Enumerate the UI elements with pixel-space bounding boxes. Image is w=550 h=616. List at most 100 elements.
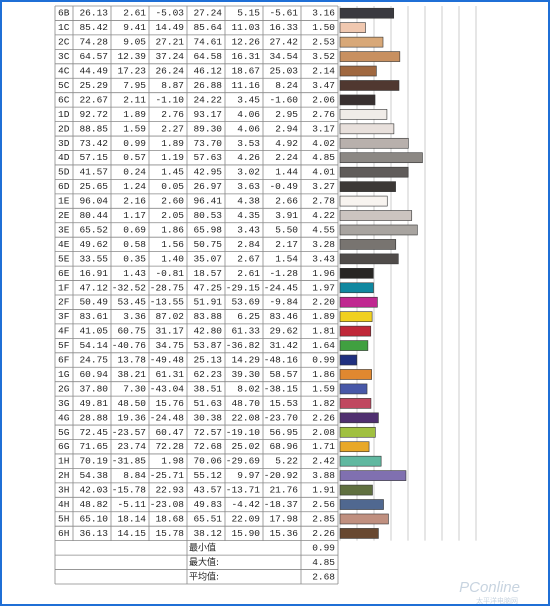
cell: 1.86 — [161, 224, 184, 235]
cell: 5.15 — [237, 8, 260, 19]
delta-e-bar — [339, 109, 388, 120]
cell: -38.15 — [264, 383, 299, 394]
cell: -31.85 — [112, 456, 147, 467]
cell: 31.17 — [155, 326, 184, 337]
cell: 39.30 — [231, 369, 260, 380]
cell: 19.36 — [117, 412, 146, 423]
cell: -36.82 — [226, 340, 261, 351]
cell: 13.78 — [117, 355, 146, 366]
cell: 2.66 — [275, 196, 298, 207]
cell: 12.39 — [117, 51, 146, 62]
patch-id: 5E — [58, 253, 70, 264]
delta-e-bar — [339, 528, 379, 539]
cell: 35.07 — [193, 253, 222, 264]
cell: -1.60 — [269, 94, 298, 105]
cell: 64.57 — [79, 51, 108, 62]
cell: 83.61 — [79, 311, 108, 322]
cell: 61.33 — [231, 326, 260, 337]
cell: 85.64 — [193, 22, 222, 33]
cell: 72.45 — [79, 427, 108, 438]
delta-e-bar — [339, 7, 395, 19]
cell: 8.02 — [237, 383, 260, 394]
cell: -29.69 — [226, 456, 261, 467]
cell: 15.76 — [155, 398, 184, 409]
summary-value: 2.68 — [312, 571, 335, 582]
delta-e-bar — [339, 65, 377, 77]
cell: 85.42 — [79, 22, 108, 33]
delta-e: 2.76 — [312, 109, 335, 120]
cell: 50.49 — [79, 297, 108, 308]
cell: 26.24 — [155, 66, 184, 77]
cell: -0.49 — [269, 181, 298, 192]
cell: 9.97 — [237, 470, 260, 481]
cell: 1.89 — [161, 138, 184, 149]
cell: 2.94 — [275, 123, 298, 134]
cell: 5.22 — [275, 456, 298, 467]
delta-e-bar — [339, 354, 358, 366]
patch-id: 2F — [58, 297, 70, 308]
cell: -19.10 — [226, 427, 261, 438]
cell: 4.92 — [275, 138, 298, 149]
patch-id: 4E — [58, 239, 70, 250]
cell: 27.21 — [155, 37, 184, 48]
cell: 15.36 — [269, 528, 298, 539]
delta-e: 1.50 — [312, 22, 335, 33]
patch-id: 2H — [58, 470, 69, 481]
patch-id: 5H — [58, 513, 69, 524]
cell: -43.04 — [150, 383, 185, 394]
watermark-brand: PConline — [459, 579, 520, 596]
cell: 15.90 — [231, 528, 260, 539]
cell: 80.44 — [79, 210, 108, 221]
delta-e: 2.14 — [312, 66, 335, 77]
cell: -0.81 — [155, 268, 184, 279]
cell: 88.85 — [79, 123, 108, 134]
delta-e: 3.47 — [312, 80, 335, 91]
cell: 87.02 — [155, 311, 184, 322]
cell: -1.28 — [269, 268, 298, 279]
cell: 18.14 — [117, 513, 146, 524]
cell: 61.31 — [155, 369, 184, 380]
patch-id: 4D — [58, 152, 70, 163]
cell: 38.51 — [193, 383, 222, 394]
delta-e: 1.96 — [312, 268, 335, 279]
cell: 21.76 — [269, 485, 298, 496]
delta-e: 1.82 — [312, 398, 335, 409]
delta-e-bar — [339, 426, 376, 438]
cell: 9.41 — [123, 22, 146, 33]
delta-e-bar — [339, 282, 374, 294]
cell: -24.45 — [264, 282, 299, 293]
patch-id: 2C — [58, 37, 70, 48]
delta-e: 1.97 — [312, 282, 335, 293]
delta-e-bar — [339, 51, 401, 62]
patch-id: 6E — [58, 268, 70, 279]
cell: 48.50 — [117, 398, 146, 409]
delta-e-bar — [339, 383, 368, 395]
cell: -13.55 — [150, 297, 185, 308]
cell: 93.17 — [193, 109, 222, 120]
cell: 26.97 — [193, 181, 222, 192]
cell: 2.11 — [123, 94, 146, 105]
cell: 1.43 — [123, 268, 146, 279]
cell: 51.91 — [193, 297, 222, 308]
cell: 60.75 — [117, 326, 146, 337]
delta-e-bar — [339, 296, 378, 308]
delta-e-bar — [339, 340, 369, 351]
cell: 80.53 — [193, 210, 222, 221]
cell: 92.72 — [79, 109, 108, 120]
cell: 57.63 — [193, 152, 222, 163]
patch-id: 3F — [58, 311, 70, 322]
delta-e: 2.42 — [312, 456, 335, 467]
cell: 24.75 — [79, 355, 108, 366]
cell: 2.17 — [275, 239, 298, 250]
cell: 25.13 — [193, 355, 222, 366]
cell: 5.50 — [275, 224, 298, 235]
cell: 73.42 — [79, 138, 108, 149]
cell: -32.52 — [112, 282, 147, 293]
delta-e-bar — [339, 195, 388, 207]
patch-id: 1C — [58, 22, 70, 33]
delta-e: 2.06 — [312, 94, 335, 105]
cell: 33.55 — [79, 253, 108, 264]
cell: -13.71 — [226, 485, 261, 496]
cell: 96.04 — [79, 196, 108, 207]
